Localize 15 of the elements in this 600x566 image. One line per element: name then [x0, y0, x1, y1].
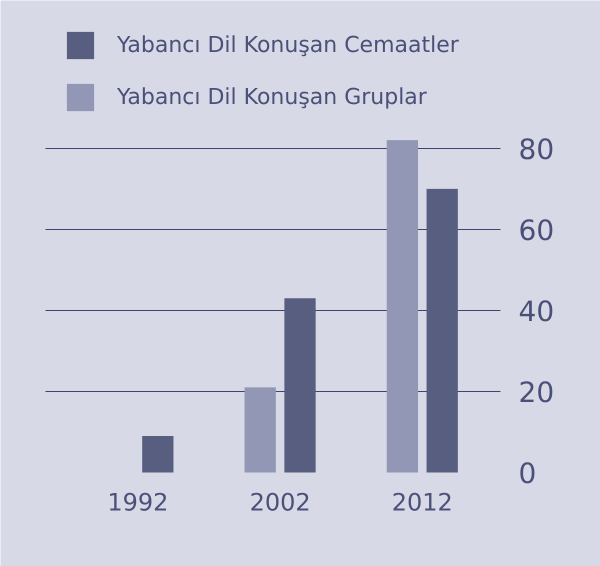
y-tick-label: 60 [518, 214, 554, 247]
bar [426, 188, 458, 472]
bar [386, 140, 418, 472]
legend-label: Yabancı Dil Konuşan Gruplar [117, 84, 427, 110]
x-tick-label: 1992 [107, 488, 168, 516]
bar [244, 387, 276, 472]
y-tick-label: 0 [518, 457, 536, 490]
bar [284, 298, 316, 472]
y-tick-label: 20 [518, 376, 554, 409]
legend-label: Yabancı Dil Konuşan Cemaatler [117, 32, 459, 58]
x-tick-label: 2012 [392, 488, 453, 516]
y-tick-label: 80 [518, 132, 554, 166]
y-tick-label: 40 [518, 294, 554, 328]
bar [142, 436, 174, 472]
x-tick-label: 2002 [250, 488, 311, 516]
